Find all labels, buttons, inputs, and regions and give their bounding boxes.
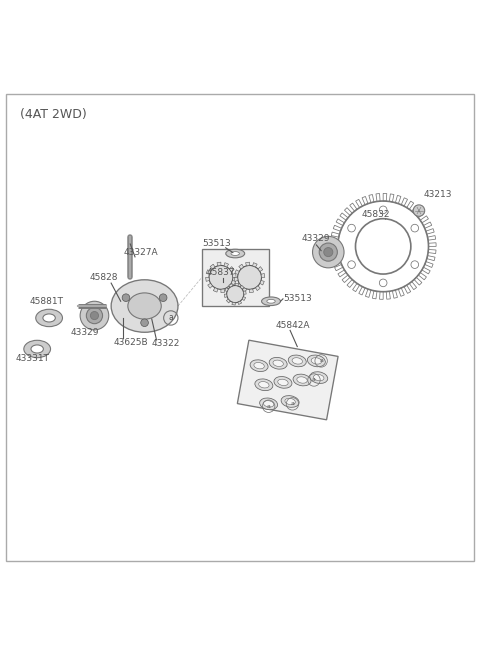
Polygon shape <box>242 288 246 292</box>
Text: a: a <box>267 403 271 409</box>
Ellipse shape <box>285 398 295 405</box>
Polygon shape <box>210 264 215 269</box>
FancyBboxPatch shape <box>202 249 269 306</box>
Polygon shape <box>231 280 236 285</box>
Polygon shape <box>258 267 263 271</box>
Ellipse shape <box>311 358 322 364</box>
Ellipse shape <box>36 309 62 327</box>
Circle shape <box>86 307 103 324</box>
Ellipse shape <box>262 297 280 305</box>
Polygon shape <box>229 284 233 287</box>
Polygon shape <box>261 273 265 277</box>
Polygon shape <box>234 277 238 282</box>
Text: 43329: 43329 <box>71 328 99 337</box>
Polygon shape <box>206 270 211 274</box>
Ellipse shape <box>278 379 288 386</box>
Polygon shape <box>250 289 253 293</box>
Ellipse shape <box>292 358 302 364</box>
Text: 43625B: 43625B <box>114 338 148 347</box>
Circle shape <box>227 286 244 303</box>
Circle shape <box>312 236 344 268</box>
Polygon shape <box>224 294 227 297</box>
Ellipse shape <box>259 382 269 388</box>
Circle shape <box>80 301 109 330</box>
Polygon shape <box>224 263 228 267</box>
Polygon shape <box>240 285 244 289</box>
Text: a: a <box>168 314 173 322</box>
Ellipse shape <box>255 379 273 390</box>
Polygon shape <box>246 262 250 266</box>
Polygon shape <box>237 340 338 420</box>
Polygon shape <box>235 283 239 286</box>
Circle shape <box>413 205 425 216</box>
Text: 53513: 53513 <box>202 239 230 248</box>
Polygon shape <box>236 284 241 288</box>
Circle shape <box>324 248 333 257</box>
Polygon shape <box>225 288 228 291</box>
Text: 43329: 43329 <box>302 234 331 242</box>
Polygon shape <box>232 302 235 305</box>
Ellipse shape <box>111 280 178 332</box>
Ellipse shape <box>254 362 264 369</box>
Text: 45832: 45832 <box>362 210 390 219</box>
Polygon shape <box>239 264 243 269</box>
Ellipse shape <box>281 396 299 407</box>
Text: 43322: 43322 <box>152 339 180 348</box>
Polygon shape <box>205 277 209 282</box>
Polygon shape <box>227 286 232 291</box>
Ellipse shape <box>226 250 245 258</box>
Polygon shape <box>238 301 241 305</box>
Text: a: a <box>290 402 294 406</box>
Ellipse shape <box>269 358 287 369</box>
Text: (4AT 2WD): (4AT 2WD) <box>21 108 87 121</box>
Text: 45881T: 45881T <box>30 297 64 306</box>
Ellipse shape <box>260 398 277 410</box>
Ellipse shape <box>307 355 325 367</box>
Text: a: a <box>319 358 323 364</box>
Text: 43327A: 43327A <box>123 248 158 257</box>
Text: 45842A: 45842A <box>276 321 310 330</box>
Polygon shape <box>243 291 246 294</box>
Circle shape <box>159 294 167 301</box>
Polygon shape <box>229 267 234 271</box>
Ellipse shape <box>24 341 50 358</box>
Text: 43213: 43213 <box>424 190 452 198</box>
Text: 45837: 45837 <box>206 269 235 277</box>
Text: 53513: 53513 <box>283 294 312 303</box>
Polygon shape <box>208 284 213 288</box>
Ellipse shape <box>310 372 328 383</box>
Circle shape <box>238 265 262 290</box>
Circle shape <box>209 265 233 290</box>
Polygon shape <box>260 280 264 285</box>
Polygon shape <box>232 273 236 277</box>
Ellipse shape <box>43 314 55 322</box>
Circle shape <box>141 319 148 327</box>
Text: 45828: 45828 <box>90 273 118 282</box>
Ellipse shape <box>297 377 307 383</box>
Text: 43331T: 43331T <box>16 354 50 363</box>
Ellipse shape <box>274 377 292 388</box>
Ellipse shape <box>293 374 311 386</box>
Polygon shape <box>221 289 225 293</box>
Ellipse shape <box>288 355 306 367</box>
Ellipse shape <box>273 360 283 367</box>
Ellipse shape <box>128 293 161 319</box>
Ellipse shape <box>313 375 324 381</box>
Circle shape <box>122 294 130 301</box>
Text: a: a <box>312 377 316 383</box>
Polygon shape <box>235 270 239 274</box>
Circle shape <box>90 312 98 320</box>
Polygon shape <box>255 286 260 291</box>
Polygon shape <box>252 263 257 267</box>
Ellipse shape <box>231 252 240 255</box>
Ellipse shape <box>267 299 275 303</box>
Ellipse shape <box>264 401 274 407</box>
Polygon shape <box>217 262 221 266</box>
Polygon shape <box>242 297 246 301</box>
Ellipse shape <box>250 360 268 371</box>
Circle shape <box>319 243 337 261</box>
Polygon shape <box>227 299 230 303</box>
Ellipse shape <box>31 345 43 353</box>
Polygon shape <box>213 288 218 292</box>
